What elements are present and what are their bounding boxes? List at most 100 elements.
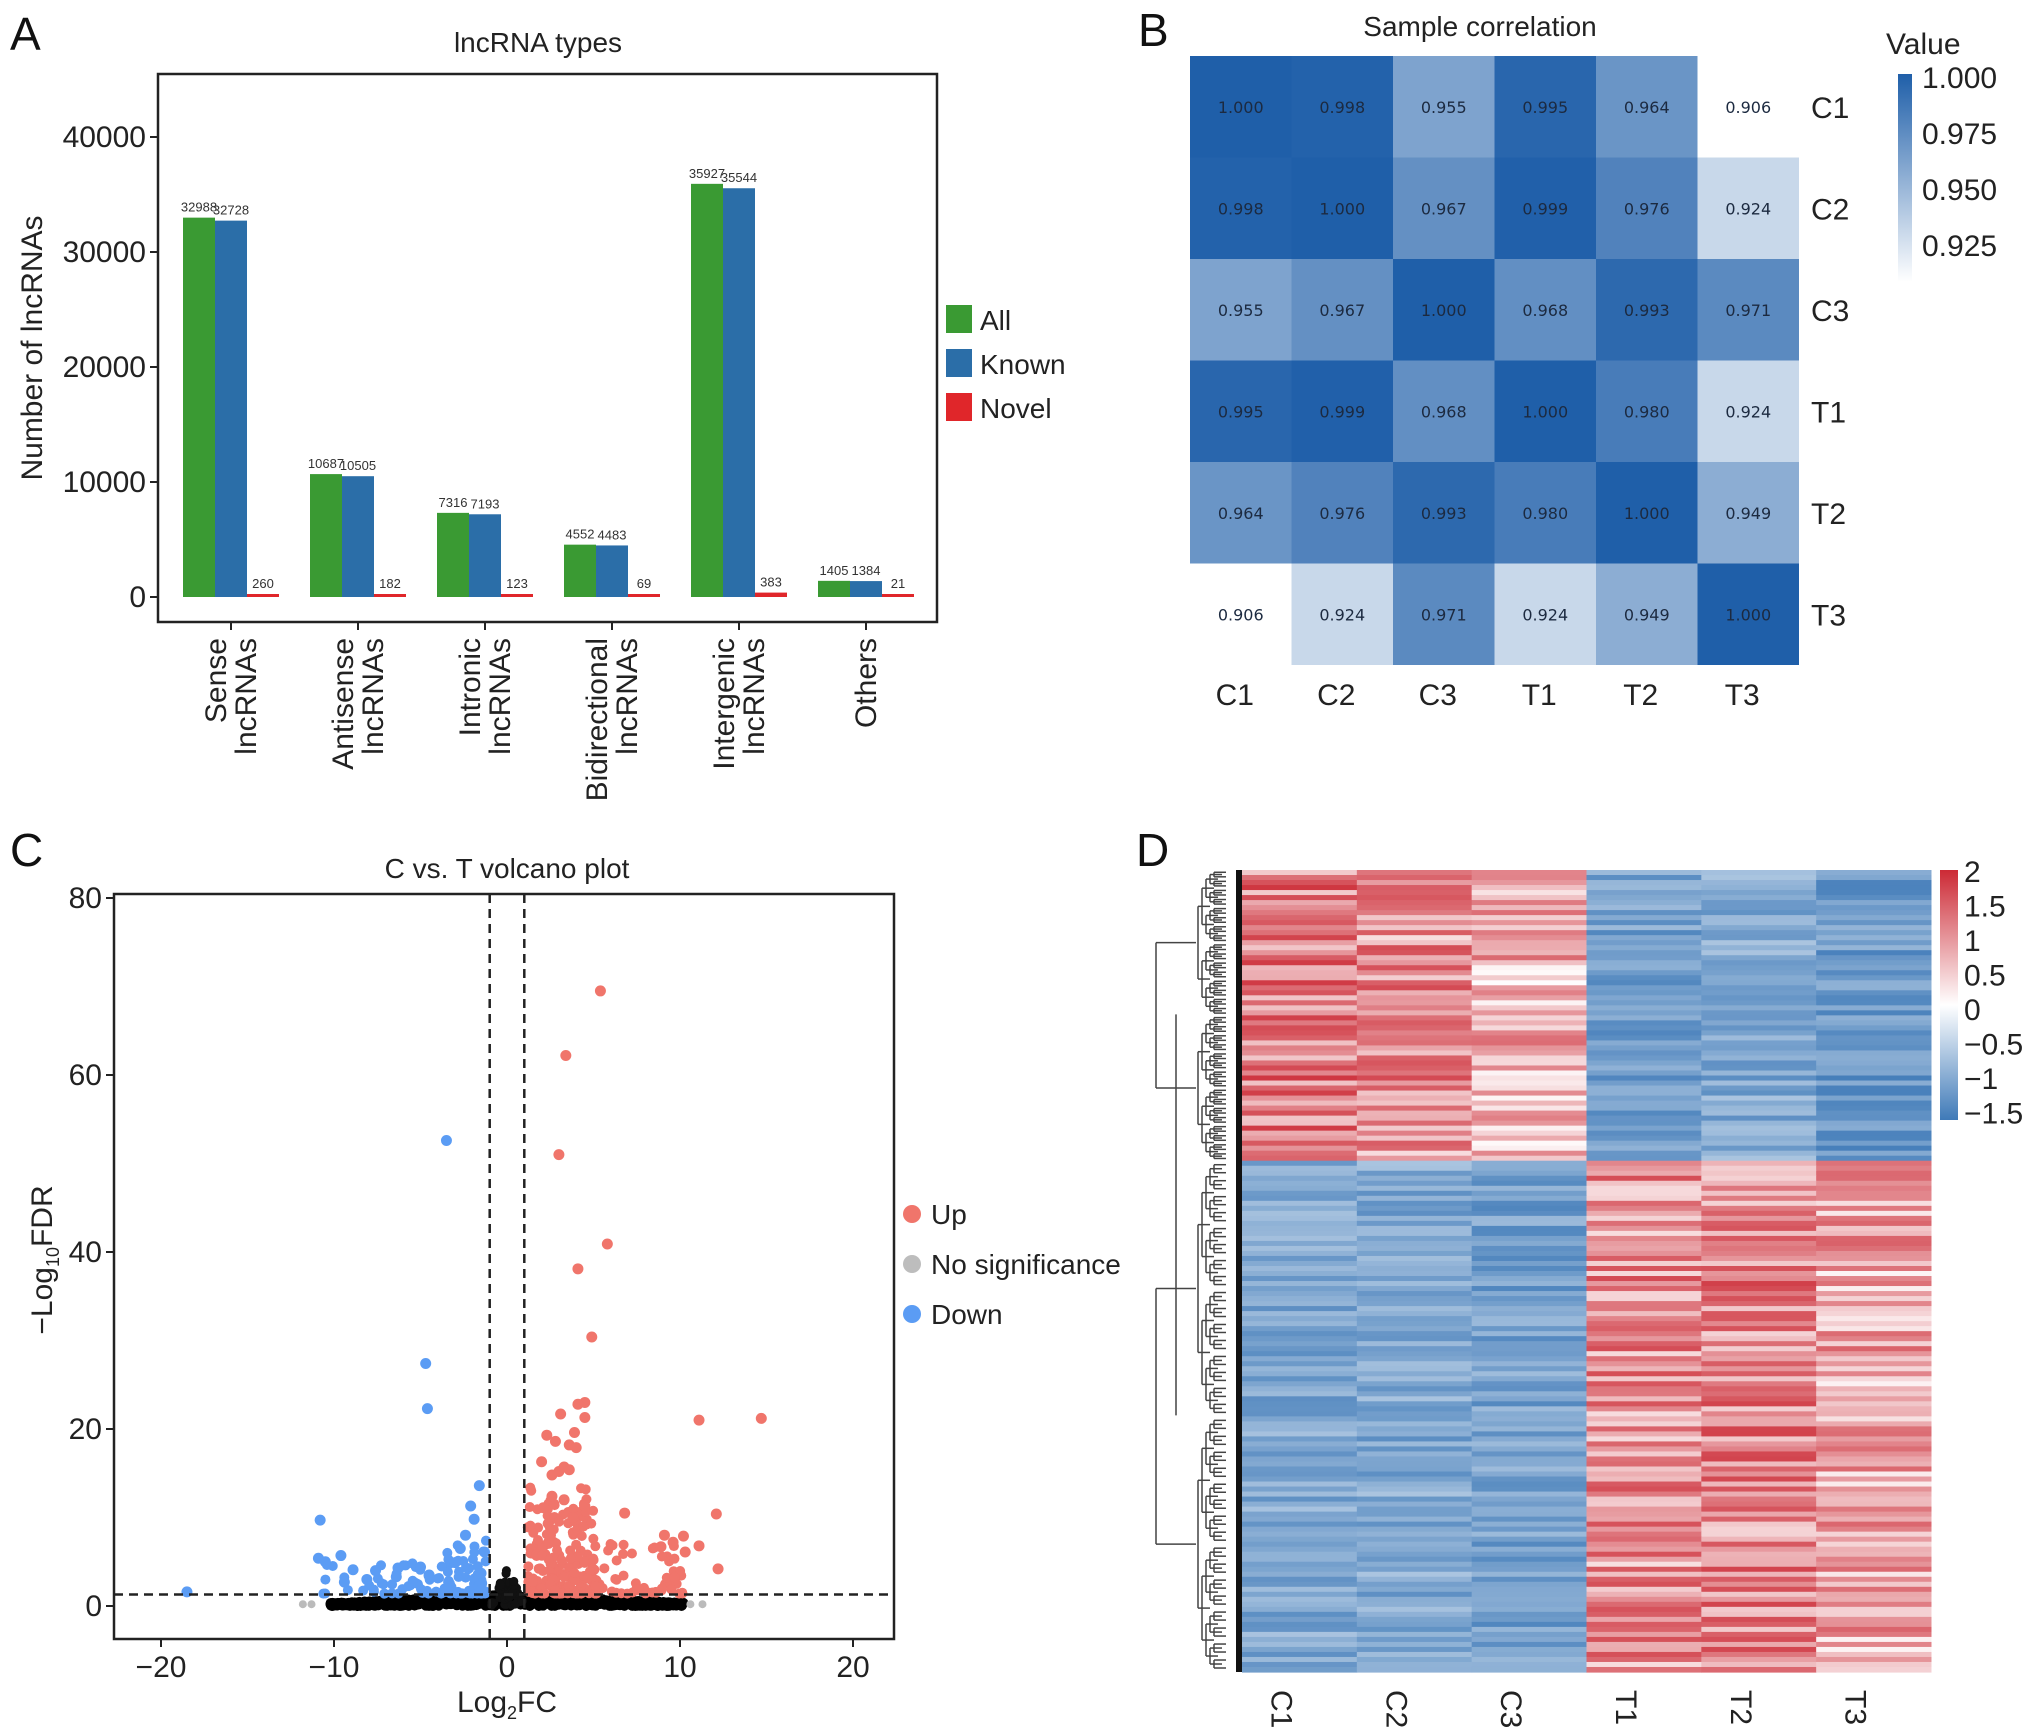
c-point-nonsig [343, 1600, 354, 1611]
a-bar-all [691, 183, 723, 598]
d-heatmap-cell [1701, 925, 1817, 931]
d-heatmap-cell [1356, 960, 1473, 966]
a-xtick-label-line: lncRNAs [738, 638, 771, 755]
b-cell-value: 1.000 [1319, 199, 1365, 218]
c-point-down [318, 1588, 329, 1599]
d-heatmap-cell [1471, 1576, 1587, 1583]
d-heatmap-cell [1471, 1130, 1587, 1137]
d-heatmap-cell [1816, 1060, 1932, 1067]
d-heatmap-cell [1701, 1531, 1817, 1538]
d-heatmap-cell [1701, 1140, 1817, 1147]
d-heatmap-cell [1471, 1215, 1587, 1222]
c-point-nonsig [496, 1580, 506, 1590]
d-heatmap-cell [1471, 1010, 1587, 1016]
d-heatmap-cell [1816, 1190, 1932, 1197]
b-cell-value: 1.000 [1218, 98, 1264, 117]
d-heatmap-cell [1586, 900, 1702, 906]
b-colorbar-title: Value [1886, 28, 1961, 61]
d-heatmap-cell [1471, 1581, 1587, 1588]
c-point-down [338, 1576, 350, 1588]
d-colorbar-tick: −1.5 [1964, 1098, 2023, 1131]
d-heatmap-cell [1471, 1656, 1587, 1663]
d-heatmap-cell [1242, 1276, 1358, 1282]
b-cell-value: 0.964 [1624, 98, 1670, 117]
c-point-up [539, 1588, 550, 1599]
d-heatmap-cell [1701, 1230, 1817, 1237]
d-heatmap-cell [1816, 1426, 1932, 1432]
c-point-up [580, 1484, 591, 1495]
a-xtick-label-line: Intronic [454, 638, 487, 736]
d-heatmap-cell [1356, 1431, 1473, 1438]
d-heatmap-cell [1356, 1356, 1473, 1362]
d-heatmap-cell [1471, 1150, 1587, 1157]
d-heatmap-cell [1242, 1000, 1358, 1006]
d-heatmap-cell [1356, 1341, 1473, 1347]
d-heatmap-cell [1242, 1506, 1358, 1513]
d-heatmap-cell [1356, 1055, 1473, 1062]
a-bar-known [215, 220, 247, 598]
d-heatmap-cell [1242, 1346, 1358, 1352]
d-heatmap-cell [1356, 1255, 1473, 1262]
d-heatmap-cell [1471, 965, 1587, 971]
d-heatmap-cell [1242, 1055, 1358, 1062]
d-heatmap-cell [1356, 1441, 1473, 1448]
d-heatmap-cell [1356, 1130, 1473, 1137]
d-heatmap-cell [1816, 1110, 1932, 1117]
d-heatmap-cell [1586, 1566, 1702, 1573]
d-heatmap-cell [1586, 890, 1702, 896]
d-heatmap-cell [1471, 1005, 1587, 1011]
c-ytick-label: 60 [69, 1059, 102, 1092]
d-heatmap-cell [1586, 1000, 1702, 1006]
c-point-down [416, 1584, 427, 1595]
b-cell-value: 0.976 [1624, 199, 1670, 218]
d-heatmap-cell [1816, 885, 1932, 891]
a-bar-value-label: 35927 [689, 166, 725, 181]
d-heatmap-cell [1816, 1581, 1932, 1588]
d-heatmap-cell [1356, 1306, 1473, 1312]
c-point-nonsig [415, 1597, 426, 1608]
d-heatmap-cell [1242, 875, 1358, 881]
d-heatmap-cell [1816, 895, 1932, 901]
d-heatmap-cell [1242, 1531, 1358, 1538]
d-heatmap-cell [1701, 1105, 1817, 1112]
d-heatmap-cell [1356, 1250, 1473, 1257]
c-point-nonsig-grey [698, 1600, 707, 1609]
b-row-label: C3 [1811, 295, 1849, 328]
d-heatmap-cell [1816, 1020, 1932, 1026]
a-xtick-label: Others [850, 638, 883, 728]
d-heatmap-cell [1356, 1526, 1473, 1533]
d-heatmap-cell [1471, 1496, 1587, 1503]
d-heatmap-cell [1242, 1250, 1358, 1257]
d-heatmap-cell [1471, 1245, 1587, 1252]
d-heatmap-cell [1242, 1521, 1358, 1528]
d-heatmap-cell [1816, 1115, 1932, 1122]
c-point-down [475, 1567, 487, 1579]
d-heatmap-cell [1586, 1105, 1702, 1112]
d-heatmap-cell [1242, 1045, 1358, 1052]
d-heatmap-cell [1816, 1401, 1932, 1407]
d-heatmap-cell [1816, 1245, 1932, 1252]
d-heatmap-cell [1701, 1586, 1817, 1593]
d-heatmap-cell [1586, 1666, 1702, 1673]
d-heatmap-cell [1242, 905, 1358, 911]
d-heatmap-cell [1701, 1015, 1817, 1021]
d-heatmap-cell [1471, 930, 1587, 936]
a-bar-value-label: 35544 [721, 170, 757, 185]
d-heatmap-cell [1356, 1311, 1473, 1317]
d-heatmap-cell [1242, 1556, 1358, 1563]
c-point-down [423, 1569, 435, 1581]
d-heatmap-cell [1242, 1431, 1358, 1438]
d-heatmap-cell [1816, 1205, 1932, 1212]
d-heatmap-cell [1701, 875, 1817, 881]
c-point-nonsig [375, 1598, 386, 1609]
a-xtick-label-line: Sense [200, 638, 233, 723]
c-point-up [582, 1573, 593, 1584]
d-heatmap-cell [1701, 1631, 1817, 1638]
d-heatmap-cell [1242, 1536, 1358, 1543]
d-heatmap-cell [1242, 1361, 1358, 1367]
d-heatmap-cell [1816, 1436, 1932, 1443]
d-heatmap-cell [1701, 1145, 1817, 1152]
d-heatmap-cell [1471, 1606, 1587, 1613]
d-heatmap-cell [1242, 1631, 1358, 1638]
